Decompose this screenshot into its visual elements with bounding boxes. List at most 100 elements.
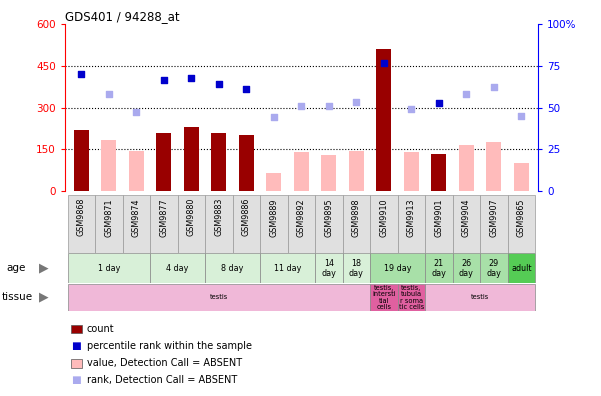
Text: ■: ■ [72,341,81,351]
Bar [514,163,529,191]
Bar [68,284,370,311]
Text: percentile rank within the sample: percentile rank within the sample [87,341,252,351]
Text: GSM9895: GSM9895 [325,198,334,237]
Bar [156,133,171,191]
Text: adult: adult [511,264,532,273]
Text: GSM9868: GSM9868 [77,198,86,236]
Text: GSM9871: GSM9871 [105,198,114,236]
Text: GSM9898: GSM9898 [352,198,361,236]
Bar [68,195,95,253]
Bar [343,195,370,253]
Point [159,76,169,83]
Text: 18
day: 18 day [349,259,364,278]
Bar [425,195,453,253]
Text: GSM9892: GSM9892 [297,198,306,237]
Bar [370,284,398,311]
Bar [453,253,480,283]
Text: 14
day: 14 day [322,259,337,278]
Bar [404,152,419,191]
Text: 11 day: 11 day [274,264,301,273]
Bar [205,253,260,283]
Point [186,75,196,81]
Point [104,90,114,97]
Text: testis,
tubula
r soma
tic cells: testis, tubula r soma tic cells [399,285,424,310]
Text: GSM9910: GSM9910 [379,198,388,236]
Text: GSM9874: GSM9874 [132,198,141,236]
Bar [184,127,199,191]
Bar [398,195,425,253]
Text: GSM9907: GSM9907 [489,198,498,237]
Bar [233,195,260,253]
Text: ▶: ▶ [39,262,49,275]
Bar [459,145,474,191]
Point [352,99,361,105]
Bar [294,152,309,191]
Bar [322,155,337,191]
Bar [343,253,370,283]
Bar [178,195,205,253]
Point [517,113,526,119]
Bar [74,130,89,191]
Text: 19 day: 19 day [384,264,412,273]
Text: tissue: tissue [1,292,32,303]
Bar [150,195,178,253]
Bar [266,173,281,191]
Text: 21
day: 21 day [432,259,447,278]
Bar [239,135,254,191]
Bar [150,253,205,283]
Point [434,100,444,107]
Bar [370,253,425,283]
Bar [508,195,535,253]
Bar [205,195,233,253]
Text: GSM9913: GSM9913 [407,198,416,236]
Text: 29
day: 29 day [486,259,501,278]
Point [324,103,334,109]
Bar [260,253,315,283]
Bar [315,195,343,253]
Text: count: count [87,324,114,333]
Text: GSM9877: GSM9877 [159,198,168,237]
Text: rank, Detection Call = ABSENT: rank, Detection Call = ABSENT [87,375,237,385]
Text: 4 day: 4 day [166,264,189,273]
Bar [95,195,123,253]
Text: GSM9901: GSM9901 [435,198,444,236]
Text: GSM9883: GSM9883 [215,198,224,236]
Text: GSM9865: GSM9865 [517,198,526,236]
Point [242,86,251,93]
Point [76,71,86,77]
Point [269,114,279,120]
Text: 26
day: 26 day [459,259,474,278]
Text: GSM9886: GSM9886 [242,198,251,236]
Point [214,81,224,87]
Text: GSM9904: GSM9904 [462,198,471,236]
Bar [129,151,144,191]
Text: GDS401 / 94288_at: GDS401 / 94288_at [65,10,180,23]
Point [489,84,499,90]
Text: ▶: ▶ [39,291,49,304]
Bar [315,253,343,283]
Text: 8 day: 8 day [221,264,244,273]
Bar [260,195,288,253]
Text: GSM9880: GSM9880 [187,198,196,236]
Text: testis: testis [471,294,489,301]
Bar [486,143,501,191]
Point [407,106,416,112]
Bar [480,195,508,253]
Point [462,90,471,97]
Text: GSM9889: GSM9889 [269,198,278,236]
Bar [212,133,227,191]
Bar [102,140,117,191]
Text: testis,
intersti
tial
cells: testis, intersti tial cells [372,285,395,310]
Text: testis: testis [210,294,228,301]
Bar [123,195,150,253]
Point [379,60,389,66]
Bar [432,154,447,191]
Bar [370,195,398,253]
Text: ■: ■ [72,375,81,385]
Bar [508,253,535,283]
Bar [425,253,453,283]
Bar [425,284,535,311]
Point [132,109,141,115]
Text: value, Detection Call = ABSENT: value, Detection Call = ABSENT [87,358,242,368]
Bar [398,284,425,311]
